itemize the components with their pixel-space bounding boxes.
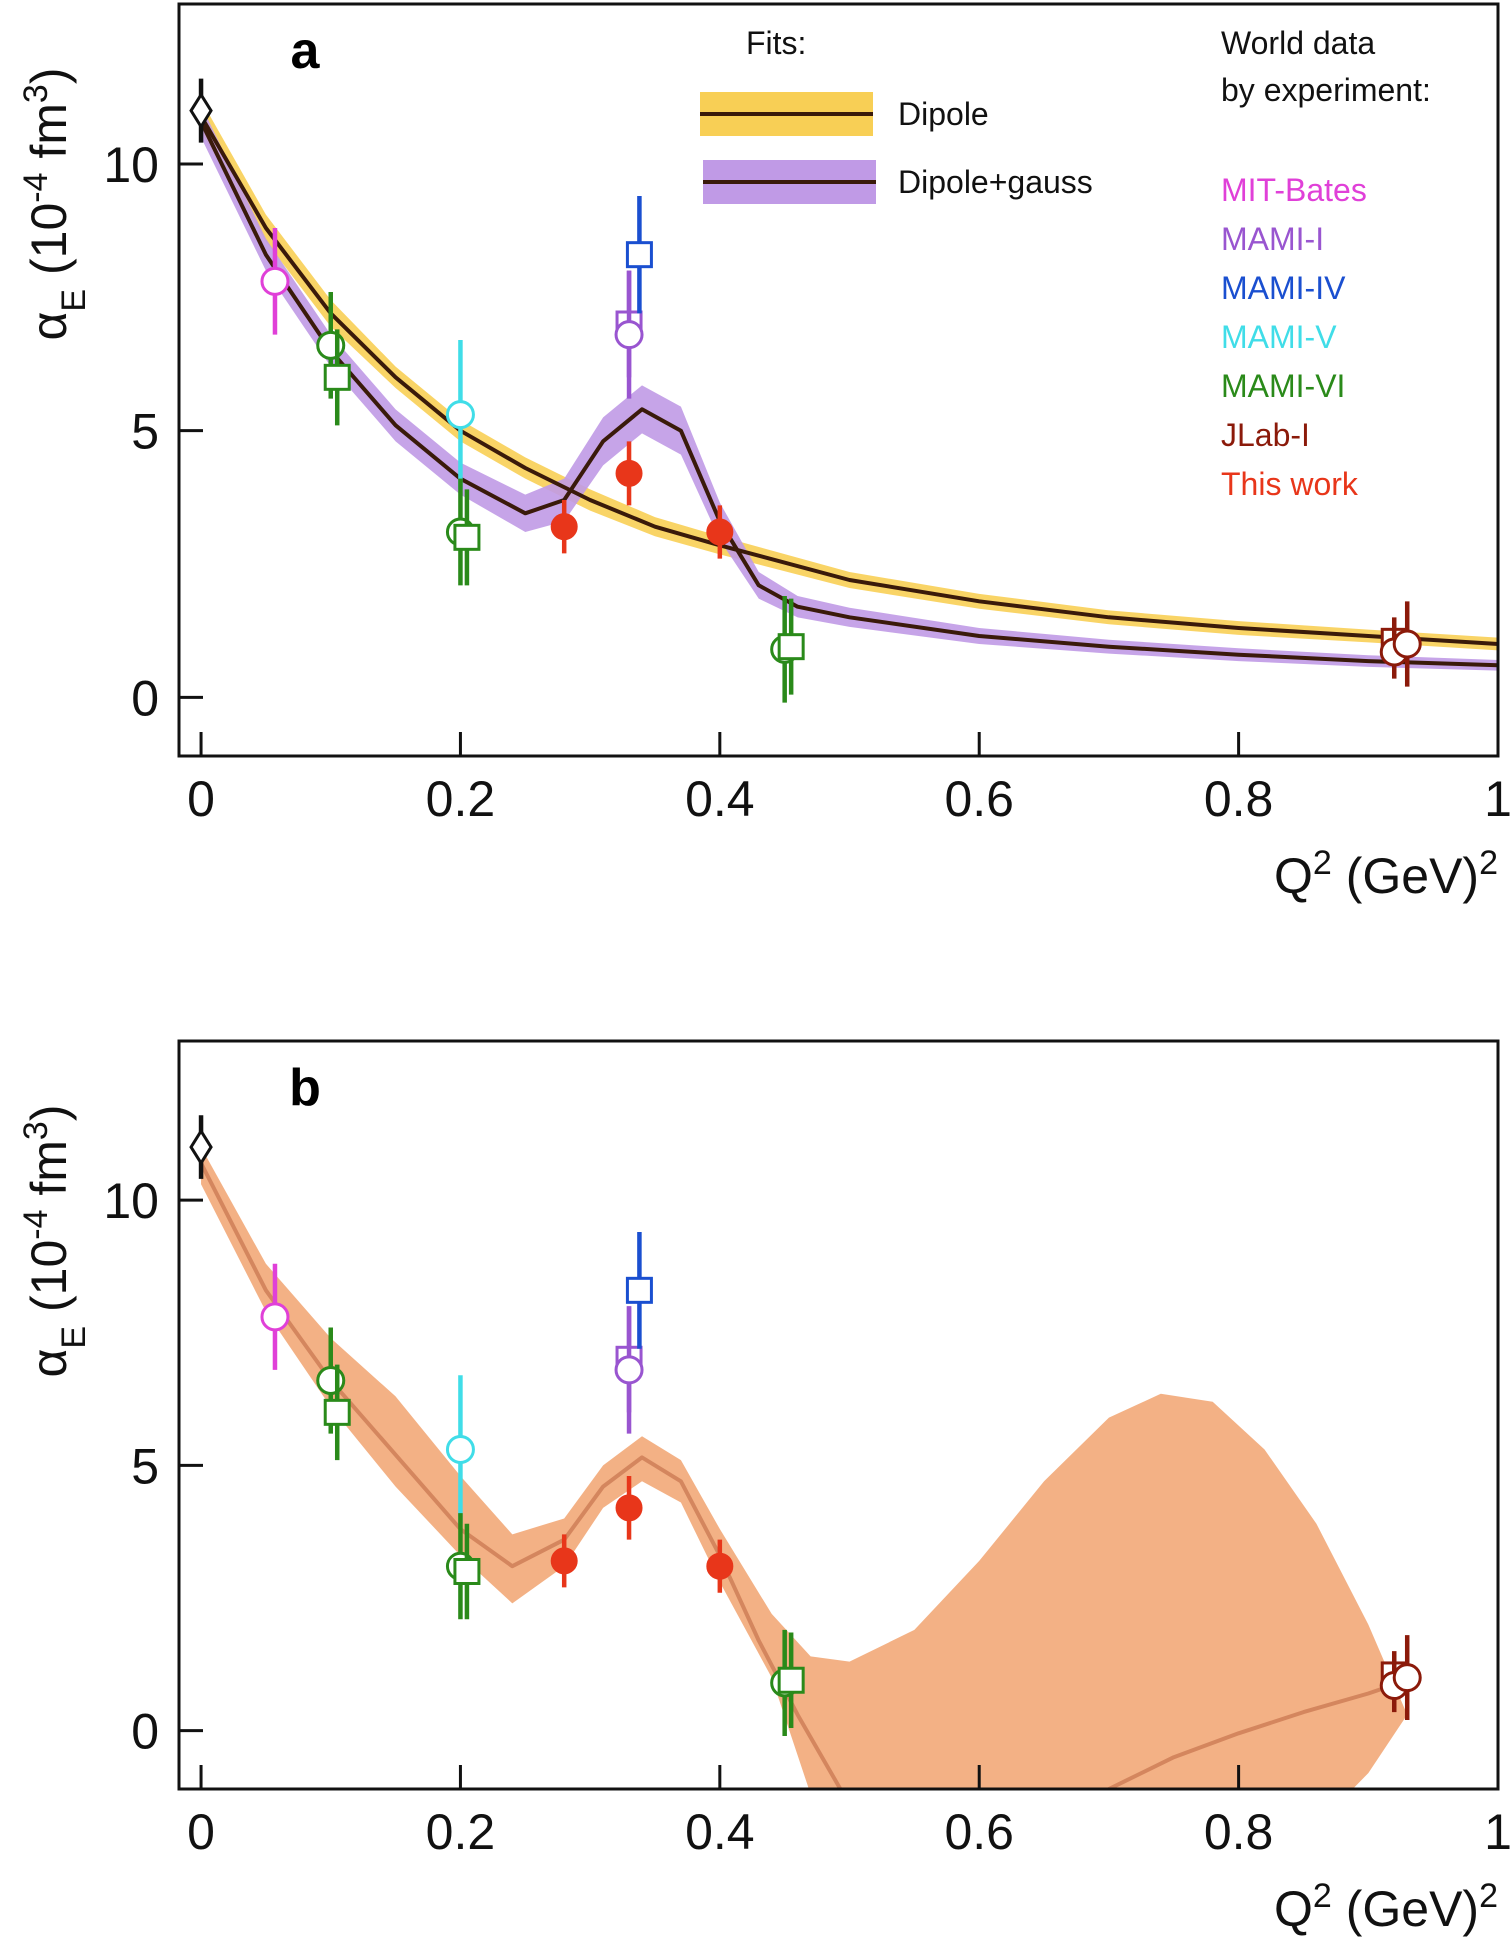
y-axis-title-part: E	[55, 1326, 93, 1349]
x-tick-label: 0	[187, 1804, 215, 1860]
marker-filled-circle	[550, 1547, 578, 1575]
y-tick-label: 10	[103, 1173, 159, 1229]
legend-label: MIT-Bates	[1221, 172, 1367, 208]
marker-circle	[316, 1366, 346, 1396]
x-axis-title-part: 2	[1479, 844, 1498, 882]
marker-circle	[614, 1355, 644, 1385]
y-axis-title-part: -4	[17, 173, 55, 203]
legend-title: by experiment:	[1221, 72, 1431, 108]
x-axis-title-part: 2	[1313, 844, 1332, 882]
x-tick-label: 0.2	[426, 771, 496, 827]
marker-circle	[614, 320, 644, 350]
marker-square	[323, 1398, 351, 1426]
marker-square	[453, 523, 481, 551]
plot-area	[189, 78, 1498, 703]
marker-circle	[445, 1434, 475, 1464]
marker-square	[777, 1666, 805, 1694]
legend-label: Dipole+gauss	[898, 164, 1093, 200]
marker-square	[323, 363, 351, 391]
y-axis-title-part: α	[21, 1349, 77, 1378]
y-tick-label: 10	[103, 137, 159, 193]
x-axis-title-part: Q	[1274, 1881, 1313, 1937]
marker-diamond	[189, 1128, 213, 1166]
plot-frame	[177, 2, 1500, 758]
y-axis-title: αE (10-4 fm3)	[17, 67, 93, 340]
fit-line	[199, 114, 1498, 646]
x-tick-label: 0.8	[1204, 771, 1274, 827]
y-axis-title-part: α	[21, 312, 77, 341]
fit-line	[199, 120, 1498, 668]
legend-label: This work	[1221, 466, 1359, 502]
x-tick-label: 0.6	[944, 771, 1014, 827]
fits-legend-title: Fits:	[746, 25, 806, 61]
marker-square	[453, 1557, 481, 1585]
marker-circle	[316, 330, 346, 360]
x-tick-label: 0.8	[1204, 1804, 1274, 1860]
x-tick-label: 0.2	[426, 1804, 496, 1860]
y-axis-title-part: E	[55, 289, 93, 312]
legend-label: JLab-I	[1221, 417, 1310, 453]
legend-title: World data	[1221, 25, 1375, 61]
x-tick-label: 0.4	[685, 1804, 755, 1860]
x-axis-title: Q2 (GeV)2	[1274, 844, 1498, 904]
marker-filled-circle	[615, 459, 643, 487]
marker-square	[625, 241, 653, 269]
marker-circle	[1392, 1663, 1422, 1693]
legend-label: MAMI-I	[1221, 221, 1324, 257]
x-axis-title-part: 2	[1479, 1877, 1498, 1915]
marker-circle	[445, 400, 475, 430]
x-axis-title-part: 2	[1313, 1877, 1332, 1915]
x-tick-label: 1	[1484, 1804, 1510, 1860]
y-axis-title-part: )	[21, 1104, 77, 1121]
plot-frame	[177, 1039, 1500, 1791]
x-tick-label: 0.6	[944, 1804, 1014, 1860]
panel-label: a	[291, 22, 321, 80]
y-tick-label: 0	[131, 670, 159, 726]
y-axis-title-part: 3	[17, 1121, 55, 1140]
marker-filled-circle	[706, 518, 734, 546]
x-axis-title-part: (GeV)	[1332, 848, 1479, 904]
y-axis-title-part: -4	[17, 1210, 55, 1240]
x-tick-label: 1	[1484, 771, 1510, 827]
fit-line	[199, 1162, 1408, 1789]
y-axis-title-part: 3	[17, 84, 55, 103]
x-tick-label: 0.4	[685, 771, 755, 827]
y-axis-title: αE (10-4 fm3)	[17, 1104, 93, 1377]
marker-diamond	[189, 91, 213, 130]
marker-circle	[260, 266, 290, 296]
legend-label: MAMI-IV	[1221, 270, 1346, 306]
y-axis-title-part: )	[21, 67, 77, 84]
legend-label: MAMI-V	[1221, 319, 1337, 355]
x-tick-label: 0	[187, 771, 215, 827]
marker-filled-circle	[550, 513, 578, 541]
y-axis-title-part: (10	[21, 203, 77, 289]
marker-filled-circle	[615, 1494, 643, 1522]
marker-square	[625, 1276, 653, 1304]
fit-band	[201, 1147, 1408, 1789]
panel-label: b	[289, 1059, 321, 1117]
marker-filled-circle	[706, 1552, 734, 1580]
y-axis-title-part: fm	[21, 1140, 77, 1209]
marker-circle	[1392, 629, 1422, 659]
y-tick-label: 5	[131, 404, 159, 460]
x-axis-title-part: Q	[1274, 848, 1313, 904]
x-axis-title: Q2 (GeV)2	[1274, 1877, 1498, 1937]
legend-label: Dipole	[898, 96, 989, 132]
x-axis-title-part: (GeV)	[1332, 1881, 1479, 1937]
y-tick-label: 5	[131, 1438, 159, 1494]
y-axis-title-part: fm	[21, 103, 77, 172]
legend-label: MAMI-VI	[1221, 368, 1345, 404]
plot-area	[189, 1115, 1422, 1789]
fit-band	[201, 105, 1498, 671]
marker-square	[777, 633, 805, 661]
y-tick-label: 0	[131, 1704, 159, 1760]
marker-circle	[260, 1302, 290, 1332]
y-axis-title-part: (10	[21, 1240, 77, 1326]
